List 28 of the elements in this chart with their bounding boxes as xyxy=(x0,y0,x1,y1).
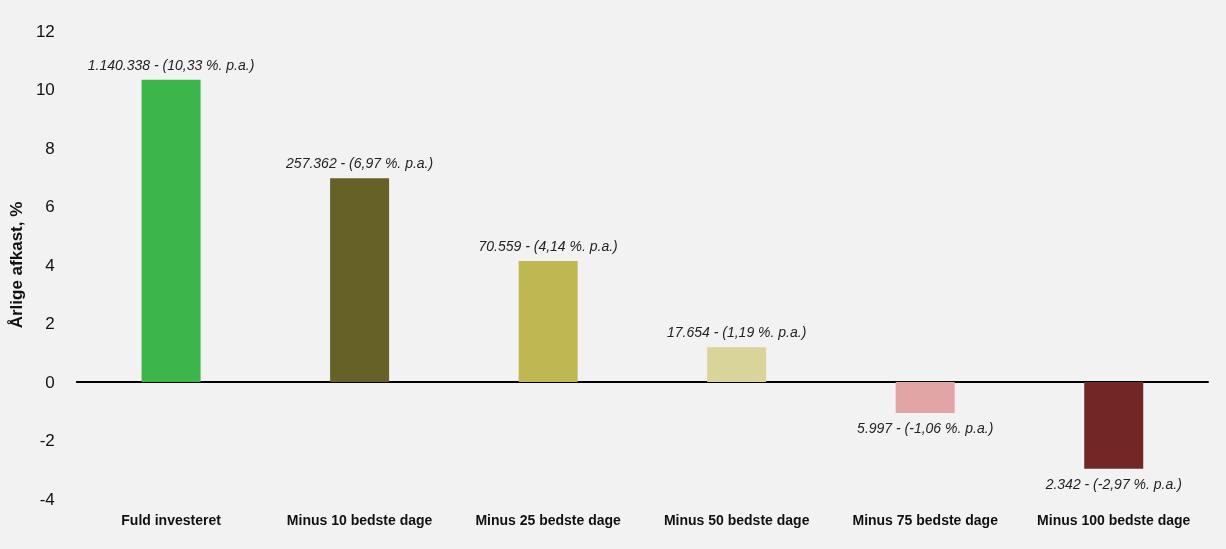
x-tick-label: Fuld investeret xyxy=(121,512,222,528)
bar xyxy=(1084,382,1144,469)
y-tick-label: -4 xyxy=(39,489,55,509)
x-tick-label: Minus 25 bedste dage xyxy=(475,512,622,528)
x-tick-label: Minus 10 bedste dage xyxy=(286,512,433,528)
y-tick-label: -2 xyxy=(39,431,55,450)
bar xyxy=(141,79,201,382)
y-tick-label: 4 xyxy=(45,255,55,275)
y-tick-label: 8 xyxy=(45,138,55,158)
bar xyxy=(895,382,955,414)
bar xyxy=(518,260,578,382)
y-tick-label: 10 xyxy=(35,80,55,99)
data-label: 17.654 - (1,19 %. p.a.) xyxy=(667,324,807,341)
y-tick-label: 6 xyxy=(45,197,55,216)
data-label: 70.559 - (4,14 %. p.a.) xyxy=(478,237,618,254)
data-label: 257.362 - (6,97 %. p.a.) xyxy=(285,155,434,172)
x-tick-label: Minus 100 bedste dage xyxy=(1037,512,1191,528)
y-tick-label: 2 xyxy=(45,314,55,333)
x-tick-label: Minus 75 bedste dage xyxy=(852,512,999,528)
y-axis-title: Årlige afkast, % xyxy=(7,201,26,329)
data-label: 1.140.338 - (10,33 %. p.a.) xyxy=(87,56,255,73)
data-label: 5.997 - (-1,06 %. p.a.) xyxy=(857,420,994,437)
y-tick-label: 12 xyxy=(35,21,55,41)
y-tick-label: 0 xyxy=(45,372,55,392)
bar xyxy=(330,178,390,382)
bar xyxy=(707,347,767,382)
x-tick-label: Minus 50 bedste dage xyxy=(663,512,810,528)
data-label: 2.342 - (-2,97 %. p.a.) xyxy=(1044,475,1182,492)
